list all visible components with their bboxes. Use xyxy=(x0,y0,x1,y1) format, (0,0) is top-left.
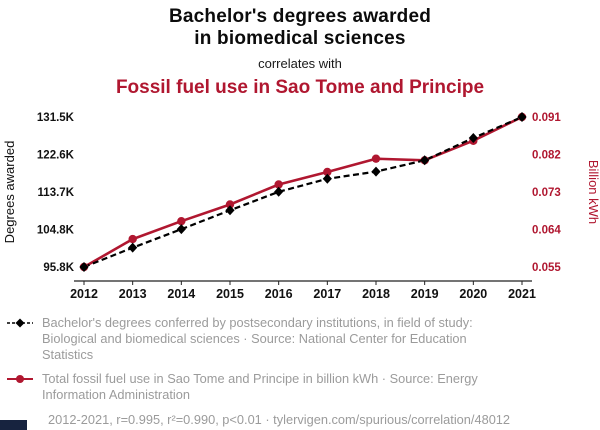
svg-text:95.8K: 95.8K xyxy=(43,262,74,274)
legend-block: Bachelor's degrees conferred by postseco… xyxy=(0,310,600,428)
circle-marker-icon xyxy=(7,375,33,383)
svg-text:0.055: 0.055 xyxy=(532,262,561,274)
svg-text:2014: 2014 xyxy=(167,287,195,301)
svg-text:113.7K: 113.7K xyxy=(38,187,75,199)
svg-text:Billion kWh: Billion kWh xyxy=(586,160,600,224)
svg-text:0.064: 0.064 xyxy=(532,225,561,237)
main-title-line1: Bachelor's degrees awarded xyxy=(168,6,432,27)
svg-text:Degrees awarded: Degrees awarded xyxy=(2,141,17,244)
svg-text:0.091: 0.091 xyxy=(532,112,561,124)
svg-text:2016: 2016 xyxy=(265,287,293,301)
correlates-with-text: correlates with xyxy=(258,56,342,71)
diamond-marker-icon xyxy=(7,318,33,328)
legend-item-fuel: Total fossil fuel use in Sao Tome and Pr… xyxy=(6,371,600,403)
svg-text:104.8K: 104.8K xyxy=(37,225,75,237)
chart-svg: 2012 2013 2014 2015 2016 2017 2018 2019 2020 2021… xyxy=(2,112,600,301)
secondary-title: Fossil fuel use in Sao Tome and Principe xyxy=(115,77,485,98)
svg-text:2015: 2015 xyxy=(216,287,244,301)
svg-text:2020: 2020 xyxy=(459,287,487,301)
main-title-line2: in biomedical sciences xyxy=(194,28,406,49)
chart-area: 2012 2013 2014 2015 2016 2017 2018 2019 2020 2021… xyxy=(0,100,600,310)
svg-text:131.5K: 131.5K xyxy=(37,112,75,124)
svg-text:2018: 2018 xyxy=(362,287,390,301)
svg-text:0.082: 0.082 xyxy=(532,150,561,162)
svg-text:2012: 2012 xyxy=(70,287,98,301)
svg-text:2019: 2019 xyxy=(411,287,439,301)
legend-text-fuel: Total fossil fuel use in Sao Tome and Pr… xyxy=(42,371,478,402)
bottom-left-watermark xyxy=(0,420,27,430)
legend-item-degrees: Bachelor's degrees conferred by postseco… xyxy=(6,315,600,363)
chart-header: Bachelor's degrees awarded in biomedical… xyxy=(0,0,600,99)
legend-text-degrees: Bachelor's degrees conferred by postseco… xyxy=(42,315,473,362)
svg-text:2013: 2013 xyxy=(119,287,147,301)
svg-text:2017: 2017 xyxy=(313,287,341,301)
stats-line: 2012-2021, r=0.995, r²=0.990, p<0.01 · t… xyxy=(48,412,511,427)
svg-text:122.6K: 122.6K xyxy=(37,150,75,162)
svg-text:2021: 2021 xyxy=(508,287,536,301)
svg-text:0.073: 0.073 xyxy=(532,187,561,199)
